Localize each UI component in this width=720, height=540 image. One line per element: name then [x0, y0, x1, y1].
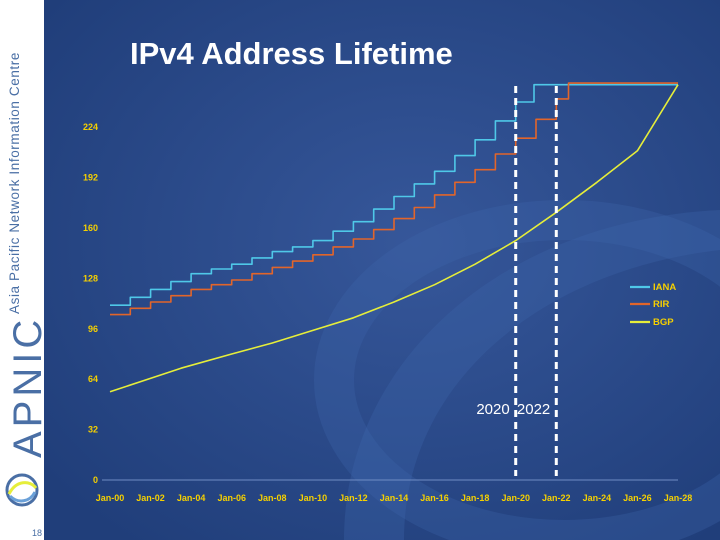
legend-label-iana: IANA — [653, 282, 676, 293]
x-tick-label: Jan-10 — [299, 493, 328, 503]
x-tick-label: Jan-28 — [664, 493, 693, 503]
series-line-bgp — [109, 84, 679, 393]
x-tick-label: Jan-22 — [542, 493, 571, 503]
x-tick-label: Jan-18 — [461, 493, 490, 503]
x-tick-label: Jan-06 — [217, 493, 246, 503]
x-tick-label: Jan-20 — [501, 493, 530, 503]
apnic-logo-icon — [5, 473, 39, 507]
x-tick-label: Jan-24 — [583, 493, 612, 503]
legend-label-rir: RIR — [653, 299, 670, 310]
series-line-iana — [110, 83, 678, 306]
x-tick-label: Jan-16 — [420, 493, 449, 503]
y-tick-label: 96 — [88, 324, 98, 334]
x-tick-label: Jan-02 — [136, 493, 165, 503]
x-tick-label: Jan-12 — [339, 493, 368, 503]
legend-label-bgp: BGP — [653, 317, 674, 328]
x-tick-label: Jan-04 — [177, 493, 206, 503]
marker-label-2020: 2020 — [476, 401, 509, 418]
x-tick-label: Jan-26 — [623, 493, 652, 503]
y-tick-label: 160 — [83, 223, 98, 233]
slide-number: 18 — [32, 528, 43, 538]
y-tick-label: 192 — [83, 173, 98, 183]
y-tick-label: 0 — [93, 475, 98, 485]
y-tick-label: 224 — [83, 122, 98, 132]
slide-main: IPv4 Address Lifetime — [44, 0, 720, 540]
marker-layer: 2020 2022 — [476, 86, 558, 476]
y-tick-label: 32 — [88, 425, 98, 435]
series-layer — [109, 82, 679, 393]
axis-layer: 0 32 64 96 128 160 192 224 Jan-00 Jan-02 Jan-04 Jan… — [83, 122, 692, 503]
y-tick-label: 64 — [88, 374, 98, 384]
background-swoosh — [44, 0, 720, 540]
x-tick-label: Jan-08 — [258, 493, 287, 503]
y-tick-label: 128 — [83, 273, 98, 283]
legend: IANA RIR BGP — [630, 282, 676, 328]
x-tick-label: Jan-14 — [380, 493, 409, 503]
x-tick-label: Jan-00 — [96, 493, 125, 503]
page-title: IPv4 Address Lifetime — [130, 36, 453, 71]
marker-label-2022: 2022 — [517, 401, 550, 418]
